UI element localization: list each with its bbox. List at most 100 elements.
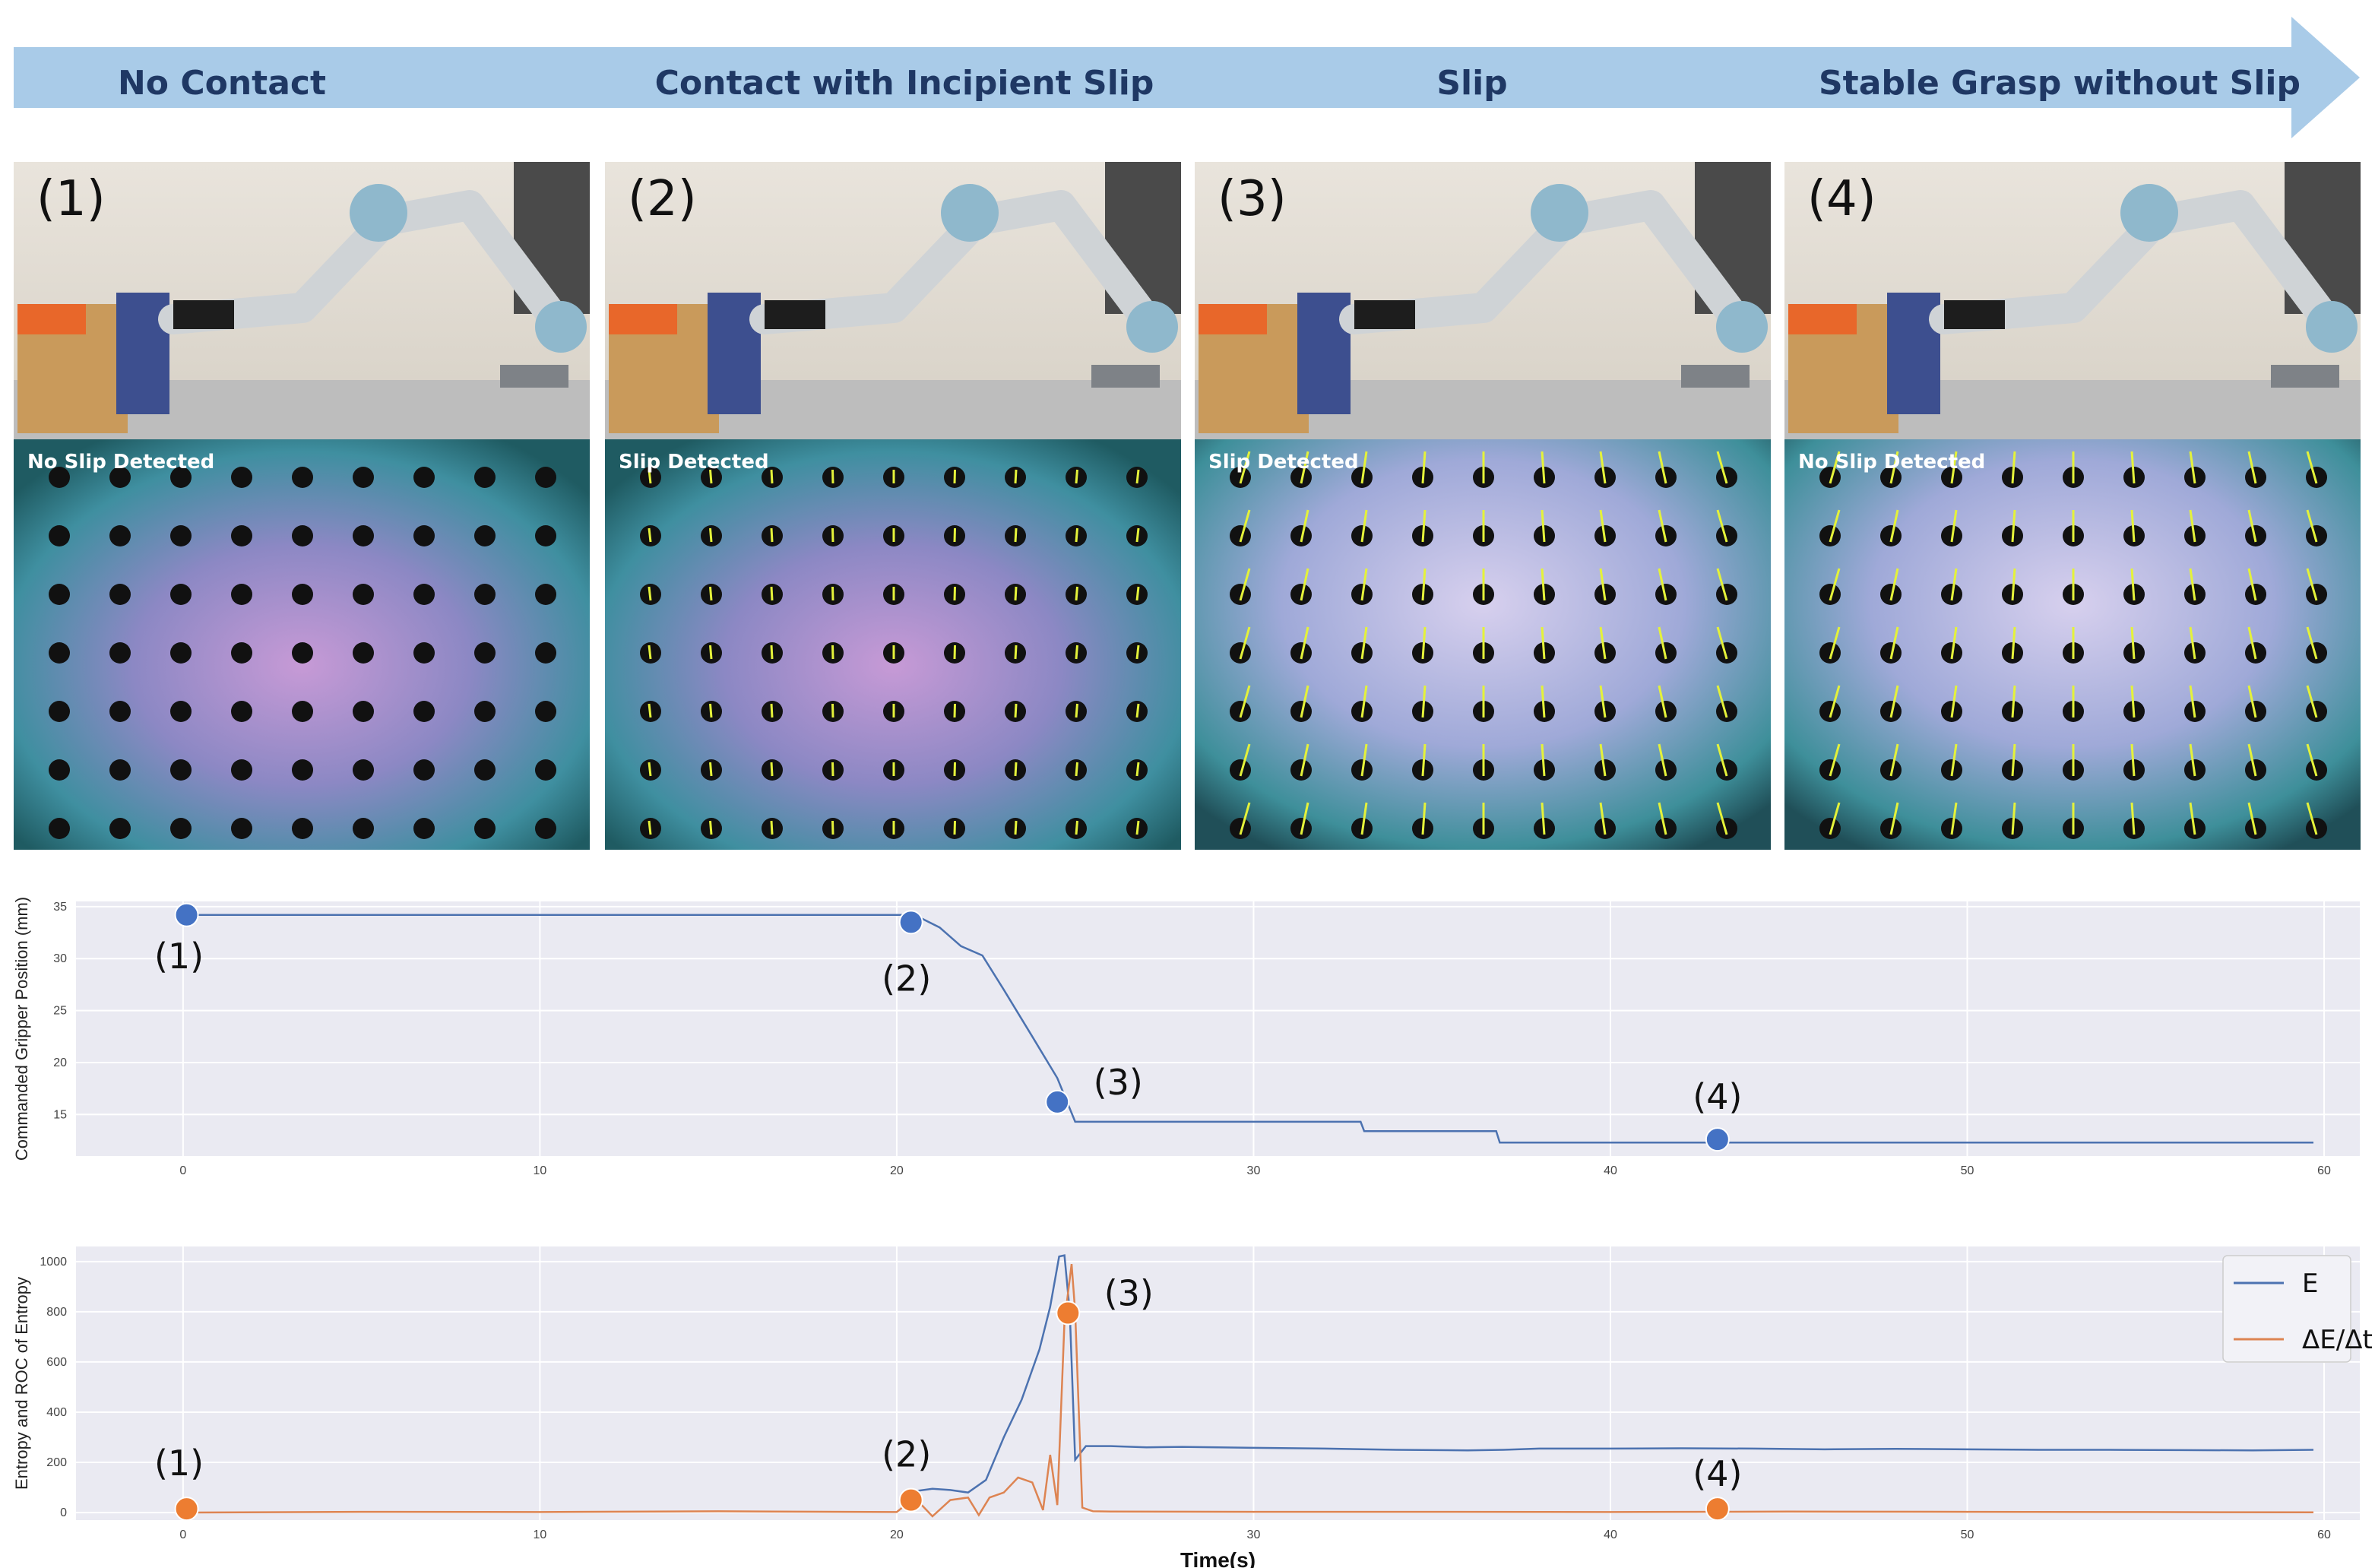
slip-vector-arrow bbox=[1239, 451, 1251, 484]
slip-vector-arrow bbox=[1075, 527, 1078, 543]
slip-vector-arrow bbox=[2130, 743, 2136, 777]
slip-vector-arrow bbox=[2306, 802, 2318, 835]
tactile-marker-dot bbox=[170, 584, 192, 605]
tactile-marker-dot bbox=[1819, 584, 1841, 605]
slip-vector-arrow bbox=[1599, 509, 1607, 543]
tactile-marker-dot bbox=[1880, 584, 1902, 605]
event-marker-label: (2) bbox=[882, 1434, 931, 1475]
slip-vector-arrow bbox=[1889, 743, 1899, 777]
tactile-marker-dot bbox=[2306, 642, 2327, 664]
tactile-marker-dot bbox=[1819, 642, 1841, 664]
slip-vector-arrow bbox=[1829, 743, 1841, 777]
slip-vector-arrow bbox=[1950, 451, 1958, 484]
tactile-marker-dot bbox=[292, 818, 313, 839]
slip-vector-arrow bbox=[770, 820, 774, 835]
panel-number: (3) bbox=[1218, 171, 1287, 227]
x-tick-label: 40 bbox=[1604, 1528, 1617, 1541]
slip-vector-arrow bbox=[648, 527, 652, 543]
slip-vector-arrow bbox=[1889, 802, 1899, 835]
tactile-marker-dot bbox=[231, 584, 252, 605]
tactile-marker-dot bbox=[1230, 701, 1251, 722]
tactile-marker-dot bbox=[474, 701, 496, 722]
tactile-marker-dot bbox=[292, 642, 313, 664]
tactile-marker-dot bbox=[1230, 584, 1251, 605]
tactile-marker-dot bbox=[1819, 759, 1841, 781]
slip-vector-arrow bbox=[831, 703, 834, 718]
tactile-marker-dot bbox=[109, 525, 131, 546]
gripper bbox=[173, 300, 234, 329]
slip-vector-arrow bbox=[1300, 451, 1309, 484]
tactile-marker-dot bbox=[170, 818, 192, 839]
y-axis-label: Commanded Gripper Position (mm) bbox=[12, 897, 31, 1161]
slip-vector-arrow bbox=[1658, 451, 1667, 484]
y-tick-label: 25 bbox=[53, 1005, 67, 1018]
gripper-position-chart: 0 10 20 30 40 50 60 15 20 25 30 35 Commanded Gripper… bbox=[12, 897, 2360, 1177]
tactile-marker-dot bbox=[109, 642, 131, 664]
tactile-marker-dot bbox=[2306, 467, 2327, 488]
slip-vector-arrow bbox=[709, 469, 713, 484]
phase-banner: No Contact Contact with Incipient Slip S… bbox=[14, 17, 2360, 138]
event-marker bbox=[898, 1487, 923, 1513]
event-marker-label: (2) bbox=[882, 958, 931, 999]
tactile-marker-dot bbox=[1716, 701, 1737, 722]
tactile-marker-dot bbox=[353, 818, 374, 839]
phase-label-stable-grasp: Stable Grasp without Slip bbox=[1819, 64, 2301, 103]
slip-vector-arrow bbox=[709, 762, 713, 777]
slip-vector-arrow bbox=[1360, 509, 1368, 543]
slip-vector-arrow bbox=[2189, 568, 2196, 601]
banner-arrow bbox=[14, 17, 2360, 138]
tactile-marker-dot bbox=[1716, 642, 1737, 664]
orange-object bbox=[17, 304, 86, 334]
x-tick-label: 20 bbox=[890, 1164, 904, 1177]
tactile-marker-dot bbox=[1819, 701, 1841, 722]
slip-vector-arrow bbox=[2247, 626, 2257, 660]
slip-vector-arrow bbox=[1950, 509, 1958, 543]
legend-entry: ΔE/Δt bbox=[2302, 1325, 2373, 1355]
tactile-marker-dot bbox=[170, 701, 192, 722]
slip-vector-arrow bbox=[1360, 685, 1368, 718]
slip-vector-arrow bbox=[1658, 802, 1667, 835]
slip-vector-arrow bbox=[831, 586, 834, 601]
slip-vector-arrow bbox=[1716, 685, 1728, 718]
tactile-marker-dot bbox=[49, 759, 70, 781]
slip-vector-arrow bbox=[770, 762, 774, 777]
slip-vector-arrow bbox=[1360, 568, 1368, 601]
tactile-marker-dot bbox=[1819, 467, 1841, 488]
panel-number: (4) bbox=[1807, 171, 1876, 227]
slip-vector-arrow bbox=[1014, 820, 1018, 835]
series-line-1 bbox=[914, 1254, 2314, 1494]
slip-vector-arrow bbox=[2011, 802, 2016, 835]
tactile-marker-dot bbox=[231, 818, 252, 839]
slip-vector-arrow bbox=[1421, 451, 1427, 484]
y-tick-label: 800 bbox=[46, 1306, 67, 1319]
tactile-marker-dot bbox=[231, 642, 252, 664]
slip-vector-arrow bbox=[1829, 626, 1841, 660]
tactile-marker-dot bbox=[109, 584, 131, 605]
slip-vector-arrow bbox=[1421, 509, 1427, 543]
tactile-marker-dot bbox=[2245, 818, 2266, 839]
slip-vector-arrow bbox=[648, 645, 652, 660]
tactile-marker-dot bbox=[2306, 525, 2327, 546]
tactile-marker-dot bbox=[535, 759, 556, 781]
tactile-marker-dot bbox=[535, 525, 556, 546]
tactile-marker-dot bbox=[49, 818, 70, 839]
event-marker-label: (1) bbox=[154, 1443, 204, 1484]
slip-vector-arrow bbox=[1300, 685, 1309, 718]
slip-vector-arrow bbox=[1135, 703, 1140, 718]
tactile-marker-dot bbox=[1880, 467, 1902, 488]
tactile-marker-dot bbox=[1290, 525, 1312, 546]
event-marker bbox=[174, 1497, 199, 1522]
slip-vector-arrow bbox=[1541, 802, 1546, 835]
tactile-marker-dot bbox=[1230, 642, 1251, 664]
tactile-marker-dot bbox=[1655, 701, 1677, 722]
tactile-sensor-image bbox=[605, 439, 1181, 850]
robot-joint bbox=[2120, 184, 2178, 242]
robot-scene-photo bbox=[605, 162, 1181, 439]
photo-panels: (1) No Slip Detected (2) Slip Detected (3) Sl… bbox=[14, 162, 2361, 850]
tactile-marker-dot bbox=[1716, 759, 1737, 781]
tactile-marker-dot bbox=[49, 701, 70, 722]
robot-joint bbox=[1126, 301, 1178, 353]
y-tick-label: 200 bbox=[46, 1456, 67, 1469]
tactile-marker-dot bbox=[353, 467, 374, 488]
tactile-marker-dot bbox=[1716, 467, 1737, 488]
